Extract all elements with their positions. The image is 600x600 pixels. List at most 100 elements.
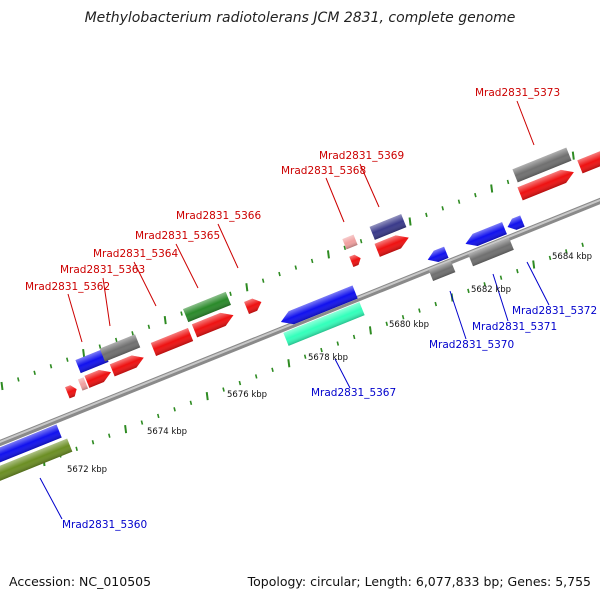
gene-label-5372[interactable]: Mrad2831_5372 [512,305,597,317]
upper-track-tick [229,291,232,297]
gene-5365-red-box[interactable] [150,328,194,356]
lower-track-tick [548,255,552,261]
gene-5360-blue-bar[interactable] [0,424,62,468]
upper-track-tick [425,212,428,218]
upper-track-tick [457,199,461,204]
lower-track-tick [320,347,323,353]
upper-track-tick [114,337,118,343]
lower-track-tick [189,400,193,405]
gene-label-5369[interactable]: Mrad2831_5369 [319,150,404,162]
lower-track-tick [222,387,225,392]
lower-track-tick [140,420,144,425]
gene-label-5363[interactable]: Mrad2831_5363 [60,264,145,276]
lower-track-tick [336,341,340,346]
gene-5363-gray-box[interactable] [99,334,141,362]
gene-label-5370[interactable]: Mrad2831_5370 [429,339,514,351]
upper-track-tick [326,250,330,259]
gene-5364-red-arrow[interactable] [109,352,146,377]
lower-track-tick [124,424,128,434]
gene-5362-blue-box[interactable] [75,348,109,374]
upper-track-tick [278,271,281,277]
gene-5363-red-arrow[interactable] [84,366,114,388]
lower-track-tick [303,354,307,359]
leader-5373 [516,100,535,146]
lower-track-tick [467,288,470,294]
leader-5372 [526,261,550,306]
upper-track-tick [408,217,412,226]
tick-marks [0,151,584,467]
lower-track-tick [532,260,536,269]
gene-label-5367[interactable]: Mrad2831_5367 [311,387,396,399]
upper-track-tick [131,331,134,336]
leader-5363 [102,277,111,327]
lower-track-tick [368,326,372,335]
tick-label-5676: 5676 kbp [227,390,267,400]
accession-text: Accession: NC_010505 [9,574,152,589]
upper-track-tick [245,283,249,292]
gene-5371-blue-arrow[interactable] [463,222,507,250]
upper-track-tick [310,258,314,264]
gene-label-5362[interactable]: Mrad2831_5362 [25,281,110,293]
upper-track-tick [66,357,69,362]
upper-track-tick [98,344,102,349]
map-title: Methylobacterium radiotolerans JCM 2831,… [84,10,516,26]
gene-label-5365[interactable]: Mrad2831_5365 [135,230,220,242]
tick-label-5682: 5682 kbp [471,285,511,295]
gene-label-5366[interactable]: Mrad2831_5366 [176,210,261,222]
tick-label-5678: 5678 kbp [308,353,348,363]
upper-track-tick [33,370,36,376]
gene-5370-blue-small[interactable] [425,246,449,266]
gene-label-5371[interactable]: Mrad2831_5371 [472,321,557,333]
leader-5362 [67,293,83,343]
upper-track-tick [0,381,4,391]
tick-label-5674: 5674 kbp [147,427,187,437]
gene-5362-pink-small[interactable] [77,377,89,391]
lower-track-tick [499,275,503,280]
gene-5370-gray-small[interactable] [428,260,456,282]
lower-track-tick [254,374,258,379]
upper-track-tick [490,184,494,193]
leader-5366 [217,223,239,269]
gene-5373-gray-bar[interactable] [512,147,572,183]
upper-track-tick [474,192,477,198]
gene-5374-red-edge[interactable] [577,150,600,174]
upper-track-tick [359,239,363,244]
gene-5365-red-arrow[interactable] [191,309,236,338]
gene-label-5360[interactable]: Mrad2831_5360 [62,519,147,531]
genome-summary-text: Topology: circular; Length: 6,077,833 bp… [247,574,591,589]
lower-track-tick [581,242,584,247]
gene-5373-red-arrow[interactable] [517,166,576,201]
lower-track-tick [205,392,209,401]
upper-track-tick [441,206,444,211]
upper-track-tick [294,265,298,270]
gene-5367-blue-arrow[interactable] [278,285,358,329]
lower-track-tick [418,308,421,313]
leader-5371 [492,273,509,322]
gene-5371-gray-bar[interactable] [468,237,514,267]
lower-track-tick [565,249,568,254]
gene-5369-navy-box[interactable] [369,214,407,240]
lower-track-tick [401,315,405,320]
lower-track-tick [108,433,111,438]
upper-track-tick [180,311,183,316]
gene-5366-green-box[interactable] [183,291,231,323]
gene-label-5364[interactable]: Mrad2831_5364 [93,248,178,260]
gene-5372-blue-small[interactable] [505,215,525,232]
gene-5368-red-small[interactable] [349,253,362,267]
gene-5362-red-small[interactable] [65,384,79,399]
upper-track-tick [49,364,53,369]
gene-5369-red-arrow[interactable] [374,231,412,257]
label-leader-lines [39,100,550,520]
lower-track-tick [516,268,519,274]
upper-track-tick [147,324,151,329]
gene-label-5368[interactable]: Mrad2831_5368 [281,165,366,177]
upper-track-tick [261,278,265,283]
gene-5366-red-small[interactable] [244,296,264,315]
tick-label-5680: 5680 kbp [389,320,429,330]
gene-5368-pink-small[interactable] [342,234,358,250]
gene-5367-teal-bar[interactable] [283,302,365,346]
gene-5360-olive-bar[interactable] [0,438,73,486]
gene-label-5373[interactable]: Mrad2831_5373 [475,87,560,99]
lower-track-tick [352,334,356,340]
